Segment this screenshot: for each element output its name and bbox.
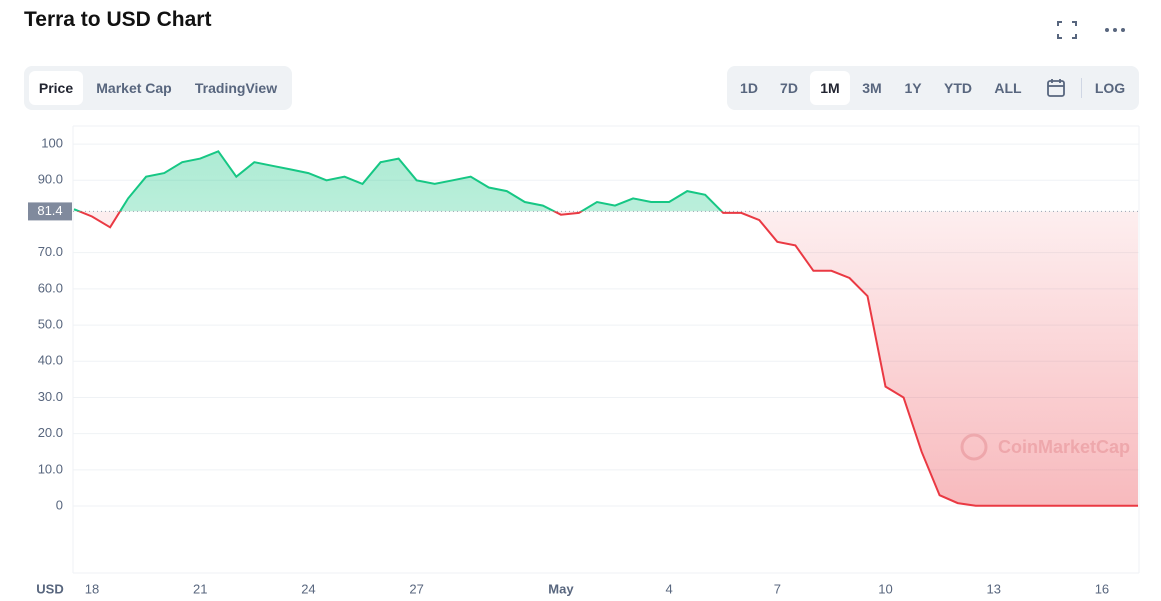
reference-label: 81.4: [37, 203, 62, 218]
price-line-down: [76, 211, 1138, 507]
y-tick-label: 20.0: [38, 425, 63, 440]
x-tick-label: May: [548, 581, 574, 596]
y-tick-label: 60.0: [38, 280, 63, 295]
y-tick-label: 30.0: [38, 389, 63, 404]
x-tick-label: 10: [878, 581, 892, 596]
tab[interactable]: TradingView: [194, 80, 278, 96]
more-icon[interactable]: [1103, 26, 1127, 34]
tab-group: Price Market Cap TradingView: [24, 66, 292, 110]
x-tick-label: 21: [193, 581, 207, 596]
range-button[interactable]: 1D: [740, 80, 758, 96]
y-tick-label: 70.0: [38, 244, 63, 259]
x-tick-label: 7: [774, 581, 781, 596]
x-tick-label: 24: [301, 581, 315, 596]
chart-title: Terra to USD Chart: [24, 8, 212, 31]
y-tick-label: 0: [56, 497, 63, 512]
range-button[interactable]: ALL: [994, 80, 1022, 96]
y-tick-label: 40.0: [38, 353, 63, 368]
x-tick-label: 13: [986, 581, 1000, 596]
range-button[interactable]: 1Y: [904, 80, 922, 96]
separator: [1081, 78, 1082, 98]
range-button[interactable]: YTD: [944, 80, 972, 96]
x-tick-label: 4: [666, 581, 673, 596]
y-tick-label: 10.0: [38, 461, 63, 476]
y-tick-label: 90.0: [38, 172, 63, 187]
x-tick-label: 16: [1095, 581, 1109, 596]
price-line-up: [73, 150, 724, 212]
log-button[interactable]: LOG: [1094, 80, 1126, 96]
range-group: 1D 7D 1M 3M 1Y YTD ALL LOG: [727, 66, 1139, 110]
range-button[interactable]: 3M: [862, 80, 882, 96]
x-tick-label: 27: [409, 581, 423, 596]
area-above: [74, 151, 722, 212]
tab[interactable]: Market Cap: [96, 80, 172, 96]
range-button[interactable]: 7D: [780, 80, 798, 96]
range-button[interactable]: 1M: [810, 71, 850, 105]
reference-label-bg: [28, 202, 72, 221]
fullscreen-icon[interactable]: [1056, 20, 1078, 40]
calendar-icon[interactable]: [1046, 78, 1066, 98]
area-below: [74, 211, 1138, 506]
y-tick-label: 100: [41, 136, 63, 151]
y-unit-label: USD: [36, 581, 63, 596]
x-tick-label: 18: [85, 581, 99, 596]
tab[interactable]: Price: [29, 71, 83, 105]
y-tick-label: 50.0: [38, 317, 63, 332]
